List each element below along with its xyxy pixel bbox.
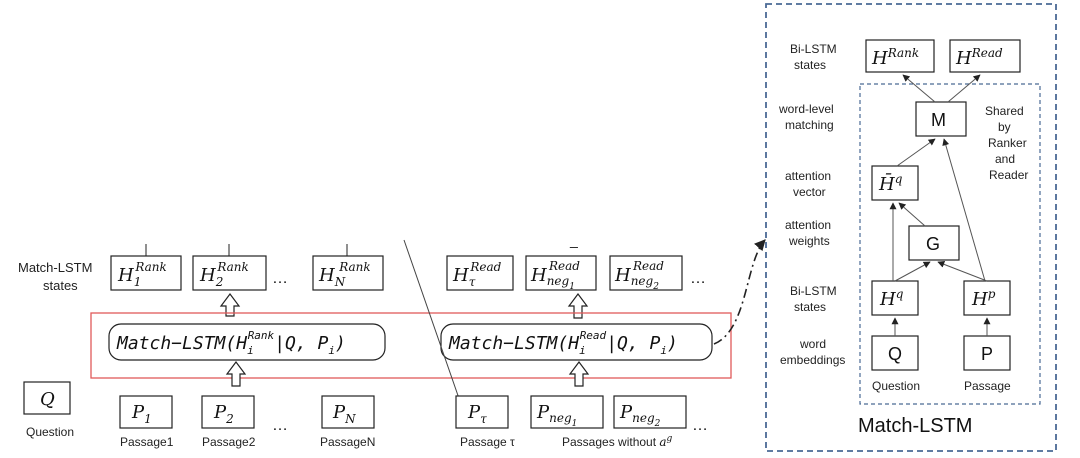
svg-text:by: by xyxy=(998,120,1011,134)
svg-text:Pneg2: Pneg2 xyxy=(619,402,661,429)
svg-text:Pτ: Pτ xyxy=(467,402,487,426)
read-state-neg2: Hneg2Read xyxy=(609,255,683,292)
svg-text:Hp: Hp xyxy=(971,287,996,310)
inset-g-box xyxy=(908,225,960,261)
svg-text:Match−LSTM(HiRank|Q, Pi): Match−LSTM(HiRank|Q, Pi) xyxy=(116,329,346,357)
passage-1: P1 xyxy=(119,395,173,429)
inset-m-box xyxy=(915,101,967,137)
match-lstm-rank-module: Match−LSTM(HiRank|Q, Pi) xyxy=(108,323,386,361)
svg-text:Hneg2Read: Hneg2Read xyxy=(614,259,664,292)
inset-m-label: M xyxy=(931,110,946,130)
inset-label-wordlevel-2: matching xyxy=(785,118,834,132)
inset-label-wordemb-1: word xyxy=(799,337,826,351)
inset-passage-caption: Passage xyxy=(964,379,1011,393)
hollow-arrow-read-in xyxy=(568,361,590,387)
svg-text:H̄q: H̄q xyxy=(878,172,903,195)
svg-text:P1: P1 xyxy=(131,402,152,426)
passage-read-ellipsis: … xyxy=(692,417,708,434)
svg-text:P2: P2 xyxy=(213,402,234,426)
passage-tau-caption: Passage τ xyxy=(460,435,515,449)
svg-text:HRead: HRead xyxy=(955,46,1003,69)
svg-text:Hq: Hq xyxy=(879,287,904,310)
passage-2-caption: Passage2 xyxy=(202,435,256,449)
passage-n: PN xyxy=(321,395,375,429)
svg-text:Shared: Shared xyxy=(985,104,1024,118)
svg-text:PN: PN xyxy=(332,402,356,426)
inset-g-label: G xyxy=(926,234,940,254)
rank-state-n: HNRank xyxy=(312,244,384,291)
diagonal-arrow xyxy=(403,239,465,411)
shared-red-frame xyxy=(90,312,732,379)
svg-text:HτRead: HτRead xyxy=(452,260,502,289)
inset-label-bilstm-1: Bi-LSTM xyxy=(790,284,837,298)
inset-label-bilstm-2: states xyxy=(794,300,826,314)
svg-text:H2Rank: H2Rank xyxy=(199,260,249,289)
passage-rank-ellipsis: … xyxy=(272,417,288,434)
inset-hp: Hp xyxy=(963,280,1011,316)
passage-1-caption: Passage1 xyxy=(120,435,174,449)
inset-q-label: Q xyxy=(888,344,902,364)
inset-label-attvec-1: attention xyxy=(785,169,831,183)
rank-state-2: H2Rank xyxy=(192,244,267,291)
passage-2: P2 xyxy=(201,395,255,429)
inset-question-caption: Question xyxy=(872,379,920,393)
inset-label-bilstm-top-1: Bi-LSTM xyxy=(790,42,837,56)
svg-text:H1Rank: H1Rank xyxy=(117,260,167,289)
question-caption: Question xyxy=(26,425,74,439)
inset-h-read: HRead xyxy=(949,39,1021,73)
inset-label-wordlevel-1: word-level xyxy=(778,102,834,116)
rank-ellipsis: … xyxy=(272,270,288,287)
question-box xyxy=(23,381,71,415)
question-symbol: Q xyxy=(40,389,55,410)
match-lstm-read-module: Match−LSTM(HiRead|Q, Pi) xyxy=(440,323,713,361)
inset-label-bilstm-top-2: states xyxy=(794,58,826,72)
read-state-neg1: Hneg1Read xyxy=(525,255,597,292)
inset-shared-note: Shared by Ranker and Reader xyxy=(985,104,1028,182)
passage-neg2: Pneg2 xyxy=(613,395,687,429)
connector-to-inset xyxy=(713,239,766,345)
inset-label-attw-2: weights xyxy=(788,234,830,248)
svg-text:Hneg1Read: Hneg1Read xyxy=(530,259,580,292)
inset-edges xyxy=(889,74,991,336)
inset-h-rank: HRank xyxy=(865,39,935,73)
match-lstm-states-label-1: Match-LSTM xyxy=(18,260,92,275)
svg-text:HNRank: HNRank xyxy=(318,260,371,289)
svg-text:Reader: Reader xyxy=(989,168,1028,182)
inset-hbar-q: H̄q xyxy=(871,165,919,201)
inset-p-label: P xyxy=(981,344,993,364)
svg-text:HRank: HRank xyxy=(871,46,919,69)
inset-p-box xyxy=(963,335,1011,371)
passage-n-caption: PassageN xyxy=(320,435,375,449)
rank-state-1: H1Rank xyxy=(110,244,182,291)
read-dash: _ xyxy=(569,232,578,248)
svg-text:Match−LSTM(HiRead|Q, Pi): Match−LSTM(HiRead|Q, Pi) xyxy=(448,329,678,357)
inset-label-wordemb-2: embeddings xyxy=(780,353,845,367)
hollow-arrow-rank-up xyxy=(219,293,241,317)
inset-hq: Hq xyxy=(871,280,919,316)
inset-label-attw-1: attention xyxy=(785,218,831,232)
svg-text:Ranker: Ranker xyxy=(988,136,1027,150)
read-ellipsis: … xyxy=(690,270,706,287)
svg-text:Pneg1: Pneg1 xyxy=(536,402,577,429)
passage-neg-caption: Passages without ag xyxy=(562,434,673,449)
inset-title: Match-LSTM xyxy=(858,415,972,437)
read-state-tau: HτRead xyxy=(446,255,514,291)
svg-text:and: and xyxy=(995,152,1015,166)
inset-frame xyxy=(765,3,1057,452)
passage-neg1: Pneg1 xyxy=(530,395,604,429)
passage-tau: Pτ xyxy=(455,395,509,429)
inset-label-attvec-2: vector xyxy=(793,185,826,199)
match-lstm-states-label-2: states xyxy=(43,278,78,293)
inset-shared-frame xyxy=(859,83,1041,405)
hollow-arrow-read-up xyxy=(567,293,589,319)
hollow-arrow-rank-in xyxy=(225,361,247,387)
